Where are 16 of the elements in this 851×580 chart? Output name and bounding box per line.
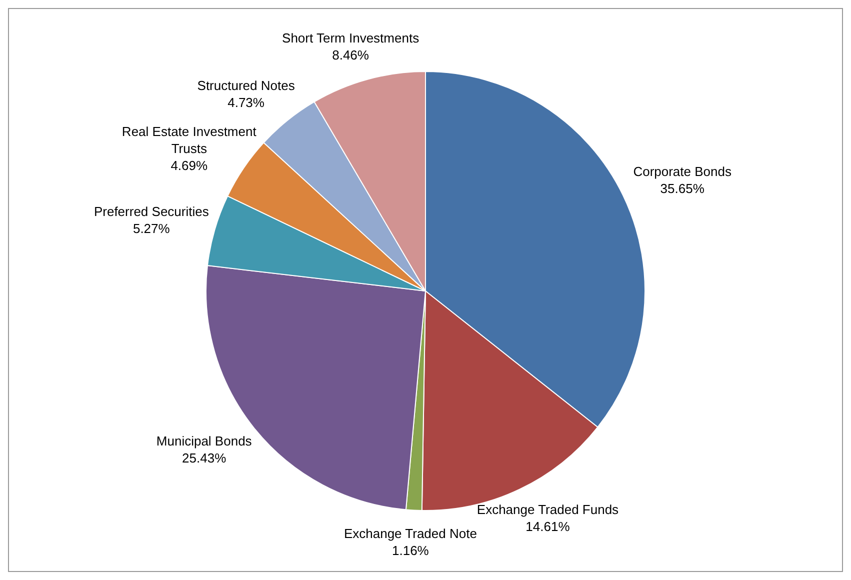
slice-label: Exchange Traded Note xyxy=(344,526,477,542)
slice-label: Short Term Investments xyxy=(282,30,420,46)
data-label: 5.27% xyxy=(132,220,170,236)
slice-label: Real Estate Investment Trusts xyxy=(122,124,257,156)
slice-label: Municipal Bonds xyxy=(156,433,252,448)
data-label: 4.73% xyxy=(228,94,265,110)
data-label: 35.65% xyxy=(660,181,705,196)
data-label: 14.61% xyxy=(526,519,570,534)
data-label: 1.16% xyxy=(392,543,430,558)
slice-label: Structured Notes xyxy=(197,78,296,93)
slice-label: Corporate Bonds xyxy=(633,164,732,180)
slice-label: Exchange Traded Funds xyxy=(476,502,620,518)
data-label: 8.46% xyxy=(332,48,370,63)
slice-label: Preferred Securities xyxy=(94,204,210,219)
data-label: 4.69% xyxy=(170,158,208,174)
data-label: 25.43% xyxy=(182,450,227,466)
